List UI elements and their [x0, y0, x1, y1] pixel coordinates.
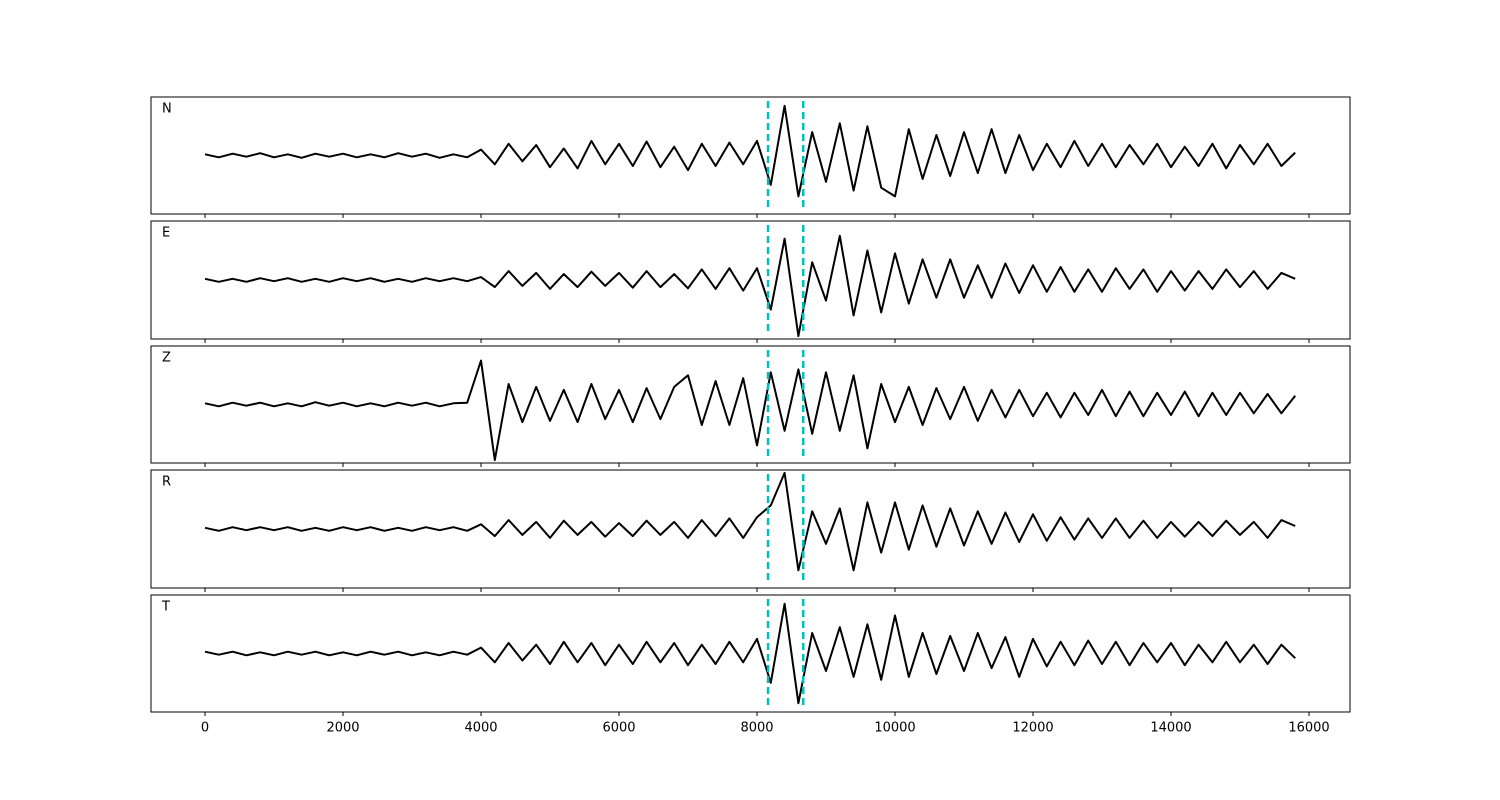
x-tick-label: 0 — [201, 721, 209, 736]
x-tick-label: 4000 — [464, 721, 497, 736]
waveform — [204, 471, 1296, 572]
panel-label: E — [162, 226, 170, 241]
panel-label: R — [162, 475, 171, 490]
x-tick-label: 12000 — [1012, 721, 1053, 736]
x-tick-label: 2000 — [326, 721, 359, 736]
x-tick-label: 14000 — [1150, 721, 1191, 736]
panel-label: Z — [162, 351, 171, 366]
panel-frame — [150, 96, 1351, 215]
panel-frame — [150, 469, 1351, 589]
waveform — [204, 234, 1296, 338]
panel-frame — [150, 594, 1351, 713]
panel-frame — [150, 345, 1351, 464]
x-tick-label: 6000 — [602, 721, 635, 736]
panel-frame — [150, 220, 1351, 340]
panel-label: N — [162, 102, 172, 117]
waveform — [204, 602, 1296, 705]
x-tick-label: 16000 — [1288, 721, 1329, 736]
waveform — [204, 104, 1296, 198]
waveform — [204, 359, 1296, 462]
x-tick-label: 10000 — [874, 721, 915, 736]
panel-label: T — [161, 600, 170, 615]
x-tick-label: 8000 — [740, 721, 773, 736]
